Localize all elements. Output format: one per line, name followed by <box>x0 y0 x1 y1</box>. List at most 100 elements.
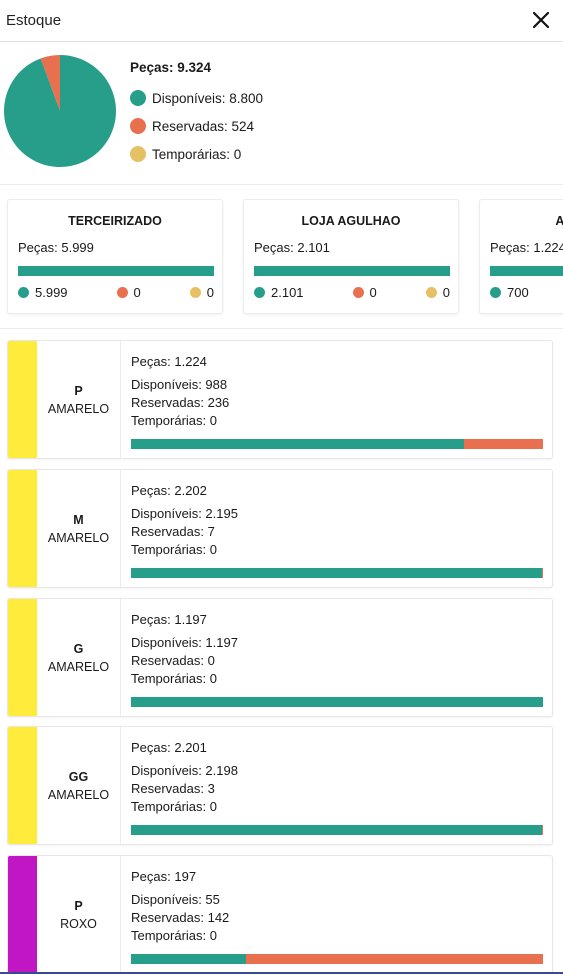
stock-pie-chart <box>4 55 116 167</box>
store-stock-bar-fill <box>254 266 450 276</box>
store-reserved-count: 0 <box>352 285 377 300</box>
legend-available: Disponíveis: 8.800 <box>130 84 263 112</box>
store-card[interactable]: LOJA AGULHAO Peças: 2.101 2.101 0 0 <box>243 199 459 314</box>
variant-info: Peças: 1.197 Disponíveis: 1.197 Reservad… <box>131 611 238 688</box>
reserved-dot-icon <box>130 118 146 134</box>
available-dot-icon <box>254 287 265 298</box>
modal-header: Estoque <box>0 0 563 42</box>
temporary-dot-icon <box>189 287 201 298</box>
total-pieces: Peças: 9.324 <box>130 60 212 75</box>
variant-temporary: Temporárias: 0 <box>131 542 217 557</box>
store-name: AGULHÃO <box>480 214 563 228</box>
color-swatch <box>8 599 37 716</box>
variant-card[interactable]: P AMARELO Peças: 1.224 Disponíveis: 988 … <box>7 340 553 459</box>
store-pieces: Peças: 5.999 <box>18 240 94 255</box>
variant-stock-bar <box>131 825 543 835</box>
close-icon[interactable] <box>531 10 551 30</box>
legend-temporary-label: Temporárias: 0 <box>152 146 242 162</box>
variant-pieces: Peças: 2.202 <box>131 483 207 498</box>
variant-info: Peças: 2.201 Disponíveis: 2.198 Reservad… <box>131 739 238 816</box>
available-dot-icon <box>18 287 29 298</box>
reserved-segment <box>542 825 543 835</box>
store-available-count: 2.101 <box>254 285 304 300</box>
available-segment <box>131 954 247 964</box>
modal-title: Estoque <box>6 12 62 29</box>
variant-stock-bar <box>131 439 543 449</box>
store-temporary-count: 0 <box>189 285 214 300</box>
legend-reserved: Reservadas: 524 <box>130 112 263 140</box>
store-counts: 5.999 0 0 <box>18 285 214 300</box>
store-available-count: 5.999 <box>18 285 68 300</box>
variant-color-name: AMARELO <box>47 659 110 674</box>
stock-legend: Peças: 9.324 Disponíveis: 8.800 Reservad… <box>130 60 263 168</box>
variant-reserved: Reservadas: 0 <box>131 653 215 668</box>
store-pieces: Peças: 2.101 <box>254 240 330 255</box>
legend-available-label: Disponíveis: 8.800 <box>152 90 264 106</box>
store-pieces: Peças: 1.224 <box>490 240 563 255</box>
store-card[interactable]: AGULHÃO Peças: 1.224 700 <box>479 199 563 314</box>
available-segment <box>131 697 543 707</box>
store-stock-bar-fill <box>490 266 563 276</box>
stock-summary: Peças: 9.324 Disponíveis: 8.800 Reservad… <box>0 42 563 185</box>
variant-pieces: Peças: 1.197 <box>131 612 207 627</box>
store-carousel[interactable]: TERCEIRIZADO Peças: 5.999 5.999 0 0 LOJA… <box>0 185 563 329</box>
reserved-segment <box>541 568 543 578</box>
store-stock-bar <box>254 266 450 276</box>
variant-size: GG <box>68 769 89 784</box>
available-segment <box>131 439 464 449</box>
variant-reserved: Reservadas: 236 <box>131 395 230 410</box>
variant-pieces: Peças: 2.201 <box>131 740 207 755</box>
variant-temporary: Temporárias: 0 <box>131 671 217 686</box>
reserved-dot-icon <box>352 287 364 298</box>
variant-info: Peças: 2.202 Disponíveis: 2.195 Reservad… <box>131 482 238 559</box>
reserved-dot-icon <box>116 287 128 298</box>
variant-size: P <box>74 898 83 913</box>
store-stock-bar-fill <box>18 266 214 276</box>
variant-reserved: Reservadas: 7 <box>131 524 215 539</box>
variant-size: M <box>73 512 84 527</box>
variant-card[interactable]: P ROXO Peças: 197 Disponíveis: 55 Reserv… <box>7 855 553 974</box>
variant-stock-bar <box>131 697 543 707</box>
variant-size: P <box>74 383 83 398</box>
variant-color-name: AMARELO <box>47 530 110 545</box>
variant-color-name: ROXO <box>60 916 97 931</box>
variant-temporary: Temporárias: 0 <box>131 413 217 428</box>
reserved-segment <box>463 439 543 449</box>
variant-card[interactable]: M AMARELO Peças: 2.202 Disponíveis: 2.19… <box>7 469 553 588</box>
variant-available: Disponíveis: 55 <box>131 892 220 907</box>
available-dot-icon <box>130 90 146 106</box>
color-swatch <box>8 856 37 973</box>
store-name: TERCEIRIZADO <box>68 214 162 228</box>
temporary-dot-icon <box>130 146 146 162</box>
store-temporary-count: 0 <box>425 285 450 300</box>
available-dot-icon <box>490 287 501 298</box>
store-name: LOJA AGULHAO <box>301 214 401 228</box>
variant-reserved: Reservadas: 142 <box>131 910 230 925</box>
variant-stock-bar <box>131 954 543 964</box>
variant-available: Disponíveis: 2.195 <box>131 506 238 521</box>
variant-reserved: Reservadas: 3 <box>131 781 215 796</box>
variant-card[interactable]: GG AMARELO Peças: 2.201 Disponíveis: 2.1… <box>7 726 553 845</box>
bottom-edge <box>0 972 563 974</box>
variant-size: G <box>73 641 84 656</box>
variant-card[interactable]: G AMARELO Peças: 1.197 Disponíveis: 1.19… <box>7 598 553 717</box>
color-swatch <box>8 341 37 458</box>
store-card[interactable]: TERCEIRIZADO Peças: 5.999 5.999 0 0 <box>7 199 223 314</box>
variant-info: Peças: 197 Disponíveis: 55 Reservadas: 1… <box>131 868 229 945</box>
variant-color-name: AMARELO <box>47 787 110 802</box>
store-available-count: 700 <box>490 285 529 300</box>
variant-available: Disponíveis: 988 <box>131 377 228 392</box>
store-reserved-count: 0 <box>116 285 141 300</box>
variant-label: G AMARELO <box>37 599 121 716</box>
variant-stock-bar <box>131 568 543 578</box>
reserved-slice <box>40 55 60 111</box>
variant-available: Disponíveis: 2.198 <box>131 763 238 778</box>
reserved-segment <box>246 954 543 964</box>
temporary-dot-icon <box>425 287 437 298</box>
store-counts: 700 <box>490 285 563 300</box>
legend-temporary: Temporárias: 0 <box>130 140 263 168</box>
available-segment <box>131 825 543 835</box>
available-slice <box>4 55 116 167</box>
variant-temporary: Temporárias: 0 <box>131 799 217 814</box>
store-counts: 2.101 0 0 <box>254 285 450 300</box>
